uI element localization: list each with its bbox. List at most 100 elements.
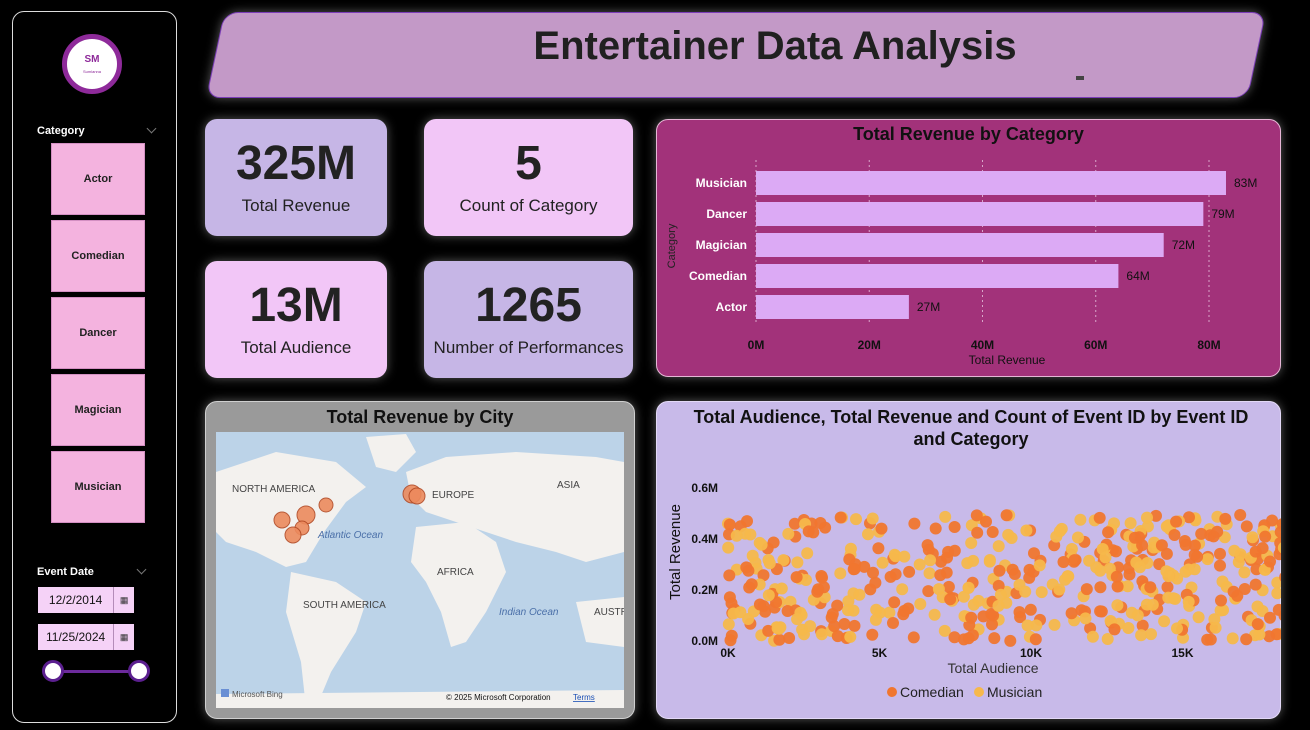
world-map-drawing: NORTH AMERICA EUROPE ASIA AFRICA SOUTH A… [216, 434, 624, 708]
scatter-point-comedian [1191, 550, 1204, 563]
scatter-point-comedian [866, 628, 879, 641]
scatter-point-comedian [816, 571, 828, 584]
bar-actor [756, 295, 909, 319]
scatter-point-musician [939, 510, 952, 523]
city-bubble [408, 487, 426, 505]
scatter-point-comedian [1065, 607, 1078, 620]
map-copyright: © 2025 Microsoft Corporation [446, 693, 551, 702]
date-range-start-handle[interactable] [42, 660, 64, 682]
slicer-item-magician[interactable]: Magician [51, 374, 145, 446]
bar-x-tick-label: 40M [971, 338, 994, 352]
scatter-point-comedian [743, 581, 756, 594]
scatter-point-comedian [888, 596, 901, 609]
slicer-item-comedian[interactable]: Comedian [51, 220, 145, 292]
title-decoration [1076, 76, 1084, 80]
scatter-point-comedian [1136, 619, 1149, 632]
bar-comedian [756, 264, 1119, 288]
scatter-y-tick-label: 0.4M [691, 532, 718, 546]
scatter-point-comedian [929, 522, 942, 535]
revenue-map[interactable]: NORTH AMERICA EUROPE ASIA AFRICA SOUTH A… [216, 432, 624, 708]
revenue-by-category-chart: 0M 20M 40M 60M 80M Musician 83M Dancer 79M Magici… [666, 160, 1257, 367]
scatter-point-musician [1228, 544, 1241, 557]
start-date-input[interactable]: 12/2/2014 ▦ [38, 587, 134, 613]
bar-data-label: 27M [917, 300, 940, 314]
africa-land [411, 522, 506, 647]
scatter-point-comedian [902, 602, 915, 615]
scatter-point-comedian [1161, 581, 1174, 594]
scatter-point-musician [1232, 556, 1245, 569]
scatter-point-musician [1020, 524, 1033, 537]
scatter-point-musician [1182, 595, 1195, 608]
scatter-point-comedian [1279, 572, 1281, 582]
scatter-y-tick-label: 0.0M [691, 634, 718, 648]
scatter-point-comedian [1110, 545, 1122, 558]
scatter-point-musician [869, 613, 882, 626]
scatter-point-musician [1253, 628, 1266, 641]
scatter-point-comedian [1214, 559, 1226, 572]
scatter-point-comedian [1272, 603, 1281, 616]
scatter-point-comedian [788, 517, 801, 530]
scatter-point-comedian [1183, 511, 1195, 524]
scatter-point-musician [801, 547, 814, 560]
scatter-point-musician [1021, 619, 1034, 632]
scatter-point-comedian [980, 515, 992, 528]
scatter-point-comedian [1195, 527, 1208, 540]
scatter-point-comedian [934, 569, 947, 582]
scatter-point-musician [1086, 630, 1099, 643]
scatter-point-musician [1079, 612, 1092, 625]
map-label-africa: AFRICA [437, 567, 474, 578]
scatter-point-comedian [834, 511, 847, 524]
scatter-point-musician [1002, 528, 1015, 541]
scatter-point-comedian [965, 611, 978, 624]
map-terms-link[interactable]: Terms [573, 693, 595, 702]
scatter-point-musician [1192, 611, 1205, 624]
scatter-point-comedian [1029, 633, 1042, 646]
scatter-point-comedian [757, 569, 770, 582]
map-label-north-america: NORTH AMERICA [232, 484, 315, 495]
scatter-point-musician [1053, 525, 1066, 538]
bar-data-label: 72M [1172, 238, 1195, 252]
calendar-icon[interactable]: ▦ [113, 624, 134, 650]
scatter-point-comedian [819, 521, 832, 534]
date-range-end-handle[interactable] [128, 660, 150, 682]
scatter-point-comedian [1178, 535, 1191, 547]
scatter-point-comedian [1211, 525, 1224, 538]
scatter-point-comedian [790, 571, 803, 584]
scatter-point-musician [1226, 632, 1239, 645]
scatter-point-comedian [740, 561, 753, 574]
category-slicer-title: Category [37, 125, 85, 137]
slicer-item-actor[interactable]: Actor [51, 143, 145, 215]
scatter-point-musician [1019, 585, 1032, 598]
end-date-input[interactable]: 11/25/2024 ▦ [38, 624, 134, 650]
scatter-point-comedian [1168, 529, 1181, 541]
scatter-y-tick-label: 0.2M [691, 583, 718, 597]
scatter-point-comedian [988, 632, 1001, 645]
slicer-item-musician[interactable]: Musician [51, 451, 145, 523]
bar-category-label: Comedian [689, 269, 747, 283]
scatter-point-comedian [831, 630, 844, 643]
scatter-point-comedian [1234, 509, 1247, 521]
scatter-point-comedian [1266, 514, 1279, 527]
scatter-x-tick-label: 10K [1020, 646, 1042, 660]
scatter-point-comedian [825, 611, 838, 624]
scatter-point-comedian [1270, 628, 1281, 641]
scatter-point-musician [784, 595, 797, 608]
scatter-point-musician [800, 574, 812, 586]
kpi-value: 325M [235, 136, 357, 190]
calendar-icon[interactable]: ▦ [113, 587, 134, 613]
scatter-point-musician [866, 512, 879, 525]
scatter-point-musician [1135, 629, 1148, 642]
scatter-point-comedian [971, 526, 984, 539]
city-bubble [318, 497, 334, 513]
date-range-track[interactable] [53, 670, 139, 673]
slicer-item-dancer[interactable]: Dancer [51, 297, 145, 369]
scatter-point-comedian [1249, 578, 1262, 591]
scatter-point-musician [1030, 619, 1043, 632]
scatter-point-comedian [1231, 589, 1244, 602]
scatter-y-tick-label: 0.6M [691, 481, 718, 495]
scatter-point-comedian [1240, 633, 1253, 646]
scatter-point-musician [1059, 573, 1071, 586]
scatter-point-musician [775, 582, 788, 595]
audience-revenue-scatter: 0.0M0.2M0.4M0.6M0K5K10K15K20K25K30K35KTo… [667, 481, 1281, 700]
scatter-point-comedian [1000, 509, 1013, 522]
